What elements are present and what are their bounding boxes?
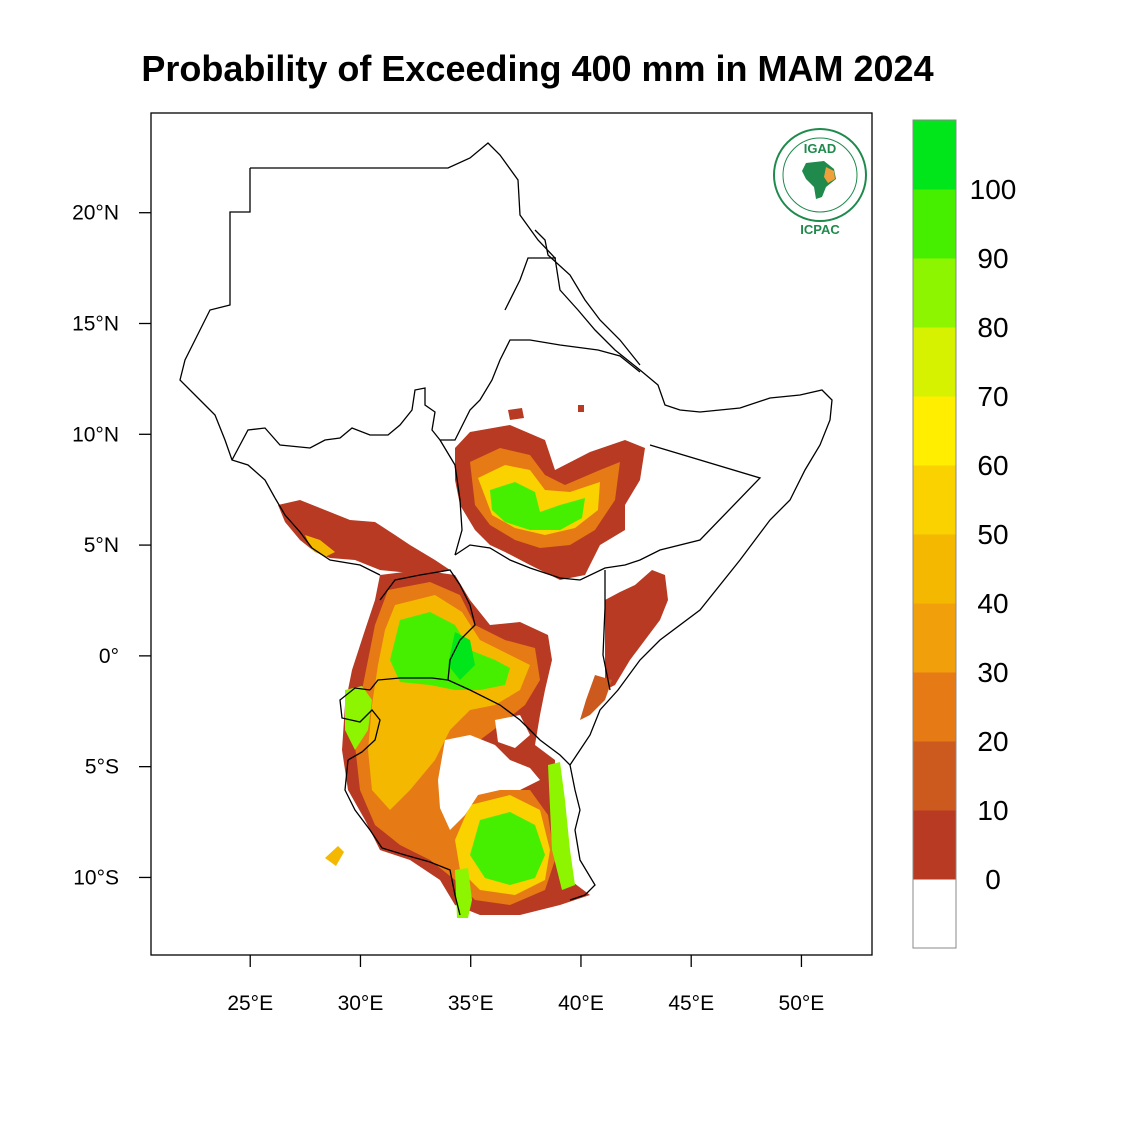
country-boundaries	[179, 142, 833, 916]
y-tick-label: 20°N	[72, 202, 119, 225]
field-coast-green	[548, 762, 575, 890]
colorbar: 0 10 20 30 40 50 60 70 80 90 100	[912, 119, 1017, 949]
colorbar-swatch	[913, 258, 956, 328]
field-dry-kenya-hole	[495, 715, 530, 748]
x-tick-label: 50°E	[779, 992, 825, 1015]
colorbar-label: 10	[977, 795, 1008, 826]
colorbar-label: 0	[985, 864, 1001, 895]
igad-region-icon	[824, 167, 835, 183]
field-zambia-patch	[325, 846, 344, 866]
colorbar-label: 20	[977, 726, 1008, 757]
field-north-patch-1	[508, 408, 524, 420]
field-lakes-brightgreen	[448, 632, 475, 680]
field-southsudan-yellow	[305, 535, 335, 557]
colorbar-swatch	[913, 327, 956, 397]
colorbar-label: 100	[970, 174, 1017, 205]
field-malawi-green	[455, 868, 472, 918]
colorbar-swatch	[913, 879, 956, 949]
field-tanganyika-green	[345, 686, 372, 750]
field-southsudan-strip	[278, 500, 450, 575]
boundary-ethiopia-south	[454, 444, 762, 581]
colorbar-swatch	[913, 603, 956, 673]
colorbar-swatch	[913, 672, 956, 742]
colorbar-swatch	[913, 396, 956, 466]
x-tick-label: 30°E	[338, 992, 384, 1015]
boundary-kenya-somalia	[602, 570, 611, 691]
map-title: Probability of Exceeding 400 mm in MAM 2…	[141, 48, 934, 89]
field-lakes-green	[390, 612, 510, 690]
field-north-patch-2	[578, 405, 584, 412]
colorbar-label: 90	[977, 243, 1008, 274]
colorbar-label: 60	[977, 450, 1008, 481]
boundary-kenya-tanzania	[447, 679, 571, 766]
boundary-eritrea	[504, 257, 556, 311]
logo-bottom-text: ICPAC	[800, 222, 840, 237]
x-tick-label: 35°E	[448, 992, 494, 1015]
boundary-red-sea-coast	[534, 229, 641, 366]
colorbar-label: 70	[977, 381, 1008, 412]
boundary-south-sudan-drc	[274, 497, 381, 576]
colorbar-swatch	[913, 120, 956, 190]
y-tick-label: 15°N	[72, 313, 119, 336]
y-tick-label: 10°N	[72, 423, 119, 446]
colorbar-label: 40	[977, 588, 1008, 619]
x-axis-ticks: 25°E 30°E 35°E 40°E 45°E 50°E	[227, 955, 824, 1015]
colorbar-label: 50	[977, 519, 1008, 550]
boundary-uganda	[369, 569, 476, 691]
colorbar-swatch	[913, 465, 956, 535]
y-tick-label: 5°S	[85, 756, 119, 779]
y-tick-label: 0°	[99, 645, 119, 668]
logo-top-text: IGAD	[804, 141, 837, 156]
boundary-sudan-south	[231, 339, 641, 461]
colorbar-label: 80	[977, 312, 1008, 343]
map-frame-border	[150, 112, 873, 956]
field-stanzania-green	[470, 812, 545, 885]
colorbar-swatch	[913, 189, 956, 259]
colorbar-swatch	[913, 810, 956, 880]
y-tick-label: 10°S	[73, 866, 119, 889]
colorbar-outline	[912, 119, 957, 949]
icpac-logo: IGAD ICPAC	[773, 128, 867, 237]
boundary-rwanda-burundi	[339, 687, 381, 761]
field-somalia-low	[605, 570, 668, 690]
x-tick-label: 40°E	[558, 992, 604, 1015]
y-tick-label: 5°N	[84, 534, 119, 557]
probability-field	[278, 405, 668, 918]
field-ethiopia-green	[490, 482, 585, 530]
boundary-sudan	[250, 142, 833, 901]
field-coast-low	[580, 675, 612, 720]
boundary-west	[179, 168, 276, 499]
colorbar-label: 30	[977, 657, 1008, 688]
field-dry-central-tanzania	[438, 735, 540, 830]
y-axis-ticks: 20°N 15°N 10°N 5°N 0° 5°S 10°S	[72, 202, 151, 889]
colorbar-swatch	[913, 534, 956, 604]
x-tick-label: 25°E	[227, 992, 273, 1015]
x-tick-label: 45°E	[668, 992, 714, 1015]
colorbar-swatch	[913, 741, 956, 811]
boundary-tanzania-west	[344, 759, 461, 916]
boundary-sudan-southsudan-inner	[439, 439, 463, 556]
